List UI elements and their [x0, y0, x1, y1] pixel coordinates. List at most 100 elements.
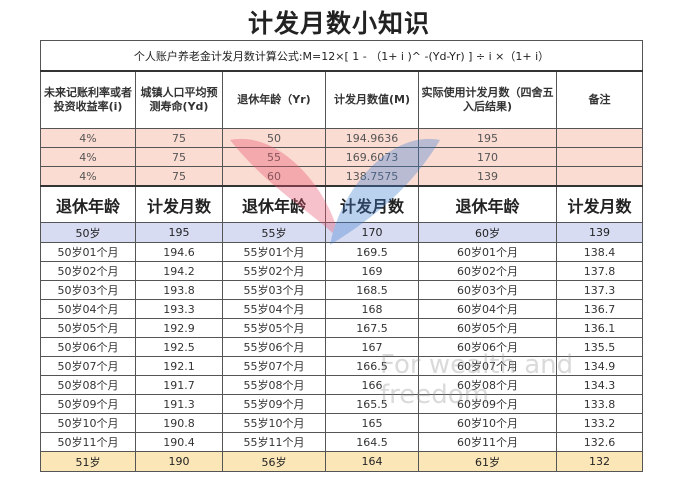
cell: 139	[556, 222, 643, 243]
table-row: 50岁09个月 191.3 55岁09个月 165.5 60岁09个月 133.8	[40, 394, 643, 414]
table-row: 50岁03个月 193.8 55岁03个月 168.5 60岁03个月 137.3	[40, 280, 643, 300]
cell: 167.5	[325, 318, 419, 338]
cell: 55岁05个月	[222, 318, 326, 338]
cell: 192.1	[135, 356, 223, 376]
cell: 166	[325, 375, 419, 395]
cell: 194.9636	[325, 128, 419, 148]
cell: 退休年龄	[418, 185, 557, 223]
cell: 55岁01个月	[222, 242, 326, 262]
cell: 135.5	[556, 337, 643, 357]
cell: 50岁08个月	[40, 375, 136, 395]
cell: 退休年龄	[40, 185, 136, 223]
cell: 75	[135, 128, 223, 148]
formula-text: 个人账户养老金计发月数计算公式:M=12×[ 1 - （1+ i )^ -(Yd…	[40, 40, 643, 72]
cell: 55	[222, 147, 326, 167]
cell: 194.2	[135, 261, 223, 281]
cell: 190	[135, 451, 223, 472]
cell	[556, 166, 643, 187]
cell: 55岁08个月	[222, 375, 326, 395]
cell: 60岁11个月	[418, 432, 557, 452]
table-row: 50岁 195 55岁 170 60岁 139	[40, 222, 643, 243]
cell: 退休年龄	[222, 185, 326, 223]
cell: 退休年龄（Yr)	[222, 70, 326, 129]
table-row: 50岁10个月 190.8 55岁10个月 165 60岁10个月 133.2	[40, 413, 643, 433]
table-row: 51岁 190 56岁 164 61岁 132	[40, 451, 643, 472]
cell: 50岁09个月	[40, 394, 136, 414]
cell: 137.3	[556, 280, 643, 300]
cell: 55岁09个月	[222, 394, 326, 414]
cell: 134.3	[556, 375, 643, 395]
cell: 60岁08个月	[418, 375, 557, 395]
cell: 170	[325, 222, 419, 243]
cell: 50岁10个月	[40, 413, 136, 433]
cell	[556, 147, 643, 167]
cell: 194.6	[135, 242, 223, 262]
cell: 139	[418, 166, 557, 187]
cell: 未来记账利率或者投资收益率(i)	[40, 70, 136, 129]
cell: 190.4	[135, 432, 223, 452]
cell: 55岁03个月	[222, 280, 326, 300]
cell: 168	[325, 299, 419, 319]
cell: 50	[222, 128, 326, 148]
cell: 60岁06个月	[418, 337, 557, 357]
table-row: 50岁07个月 192.1 55岁07个月 166.5 60岁07个月 134.9	[40, 356, 643, 376]
cell: 55岁	[222, 222, 326, 243]
cell: 195	[418, 128, 557, 148]
cell: 50岁01个月	[40, 242, 136, 262]
cell: 城镇人口平均预测寿命(Yd)	[135, 70, 223, 129]
cell: 50岁	[40, 222, 136, 243]
cell: 195	[135, 222, 223, 243]
table-row: 50岁04个月 193.3 55岁04个月 168 60岁04个月 136.7	[40, 299, 643, 319]
cell: 167	[325, 337, 419, 357]
cell: 计发月数	[556, 185, 643, 223]
cell: 134.9	[556, 356, 643, 376]
calc-header-row: 未来记账利率或者投资收益率(i) 城镇人口平均预测寿命(Yd) 退休年龄（Yr) 计发…	[40, 70, 643, 129]
cell: 165	[325, 413, 419, 433]
cell: 55岁10个月	[222, 413, 326, 433]
cell	[556, 128, 643, 148]
calc-row: 4% 75 60 138.7575 139	[40, 166, 643, 187]
cell: 190.8	[135, 413, 223, 433]
page-title: 计发月数小知识	[247, 9, 430, 38]
cell: 50岁11个月	[40, 432, 136, 452]
cell: 50岁07个月	[40, 356, 136, 376]
cell: 136.7	[556, 299, 643, 319]
cell: 55岁06个月	[222, 337, 326, 357]
cell: 55岁11个月	[222, 432, 326, 452]
cell: 60	[222, 166, 326, 187]
cell: 4%	[40, 128, 136, 148]
cell: 136.1	[556, 318, 643, 338]
cell: 60岁02个月	[418, 261, 557, 281]
cell: 170	[418, 147, 557, 167]
cell: 60岁04个月	[418, 299, 557, 319]
cell: 计发月数值(M)	[325, 70, 419, 129]
cell: 193.8	[135, 280, 223, 300]
calc-row: 4% 75 50 194.9636 195	[40, 128, 643, 148]
cell: 192.5	[135, 337, 223, 357]
cell: 实际使用计发月数（四舍五入后结果)	[418, 70, 557, 129]
cell: 60岁07个月	[418, 356, 557, 376]
cell: 164	[325, 451, 419, 472]
cell: 75	[135, 147, 223, 167]
formula-row: 个人账户养老金计发月数计算公式:M=12×[ 1 - （1+ i )^ -(Yd…	[40, 40, 643, 72]
cell: 132	[556, 451, 643, 472]
cell: 133.2	[556, 413, 643, 433]
cell: 75	[135, 166, 223, 187]
table-row: 50岁06个月 192.5 55岁06个月 167 60岁06个月 135.5	[40, 337, 643, 357]
cell: 计发月数	[325, 185, 419, 223]
cell: 165.5	[325, 394, 419, 414]
cell: 50岁02个月	[40, 261, 136, 281]
table-row: 50岁08个月 191.7 55岁08个月 166 60岁08个月 134.3	[40, 375, 643, 395]
cell: 193.3	[135, 299, 223, 319]
cell: 60岁01个月	[418, 242, 557, 262]
cell: 137.8	[556, 261, 643, 281]
cell: 55岁07个月	[222, 356, 326, 376]
cell: 168.5	[325, 280, 419, 300]
cell: 169.6073	[325, 147, 419, 167]
cell: 4%	[40, 147, 136, 167]
table-row: 50岁05个月 192.9 55岁05个月 167.5 60岁05个月 136.1	[40, 318, 643, 338]
cell: 133.8	[556, 394, 643, 414]
table-row: 50岁11个月 190.4 55岁11个月 164.5 60岁11个月 132.6	[40, 432, 643, 452]
cell: 备注	[556, 70, 643, 129]
cell: 138.7575	[325, 166, 419, 187]
